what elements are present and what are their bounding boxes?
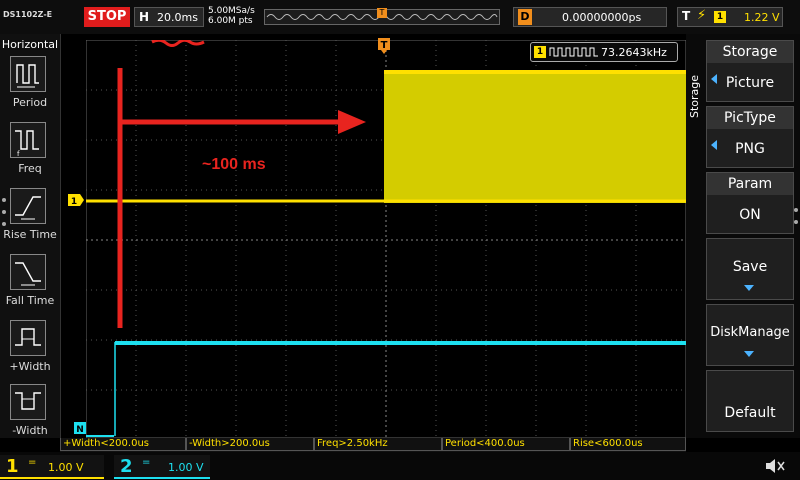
rise-time-icon: [10, 188, 46, 224]
delay-value: 0.00000000ps: [562, 11, 642, 24]
svg-text:T: T: [381, 40, 388, 51]
down-arrow-icon: [744, 285, 754, 291]
svg-text:f: f: [17, 150, 20, 157]
left-panel-dot: [2, 210, 6, 214]
measurement-pos-width[interactable]: +Width<200.0us: [60, 438, 186, 451]
rising-edge-icon: ⚡: [697, 8, 707, 23]
horizontal-letter: H: [139, 10, 150, 24]
right-panel-dot: [794, 220, 798, 224]
svg-text:Storage: Storage: [688, 75, 701, 118]
ch2-scale: 1.00 V: [168, 461, 204, 474]
dc-coupling-icon: =: [28, 457, 37, 468]
top-status-bar: DS1102Z-E STOP H 20.0ms 5.00MSa/s 6.00M …: [0, 0, 800, 34]
menu-default-title: Default: [724, 405, 776, 421]
menu-item-label: Fall Time: [5, 294, 55, 307]
left-arrow-icon: [711, 74, 717, 84]
menu-diskmanage[interactable]: DiskManage: [706, 304, 794, 366]
ch2-status[interactable]: 2 = 1.00 V: [114, 455, 210, 479]
menu-save-title: Save: [732, 259, 768, 275]
period-icon: [10, 56, 46, 92]
freq-icon: f: [10, 122, 46, 158]
fall-time-icon: [10, 254, 46, 290]
delay-letter: D: [518, 9, 532, 25]
menu-param[interactable]: Param ON: [706, 172, 794, 234]
menu-pictype-title: PicType: [707, 107, 793, 129]
trigger-source: 1: [714, 11, 726, 23]
menu-diskmanage-title: DiskManage: [710, 325, 790, 340]
menu-item-label: -Width: [12, 424, 48, 437]
menu-item-label: Period: [12, 96, 48, 109]
model-label: DS1102Z-E: [3, 10, 53, 19]
svg-text:N: N: [76, 425, 84, 435]
memory-depth: 6.00M pts: [208, 16, 253, 26]
menu-item-period[interactable]: Period: [0, 56, 60, 120]
sample-rate: 5.00MSa/s: [208, 6, 255, 16]
annotation-arrow-head: [338, 110, 366, 134]
neg-width-icon: [10, 384, 46, 420]
left-arrow-icon: [711, 140, 717, 150]
menu-item-freq[interactable]: f Freq: [0, 122, 60, 186]
menu-item-fall-time[interactable]: Fall Time: [0, 254, 60, 318]
waveform-overview: T: [264, 8, 500, 25]
ch2-offset-marker[interactable]: N: [74, 422, 86, 438]
menu-pictype-value: PNG: [735, 141, 765, 157]
measurement-period[interactable]: Period<400.0us: [442, 438, 570, 451]
delay-box[interactable]: D 0.00000000ps: [513, 7, 667, 27]
overview-trigger-marker: T: [377, 8, 387, 18]
down-arrow-icon: [744, 351, 754, 357]
trigger-position-marker[interactable]: T: [378, 38, 390, 54]
svg-text:1: 1: [71, 197, 77, 206]
ch1-status[interactable]: 1 = 1.00 V: [0, 455, 104, 479]
measurement-bar: +Width<200.0us -Width>200.0us Freq>2.50k…: [60, 438, 686, 452]
menu-save[interactable]: Save: [706, 238, 794, 300]
pos-width-icon: [10, 320, 46, 356]
ch1-offset-marker[interactable]: 1: [68, 194, 84, 206]
frequency-value: 73.2643kHz: [601, 46, 667, 59]
menu-default[interactable]: Default: [706, 370, 794, 432]
trigger-letter: T: [682, 9, 691, 23]
frequency-readout: 1 73.2643kHz: [530, 42, 678, 62]
trigger-level-value: 1.22 V: [744, 11, 780, 24]
menu-storage[interactable]: Storage Picture: [706, 40, 794, 102]
menu-item-neg-width[interactable]: -Width: [0, 384, 60, 448]
annotation-squiggle: [151, 40, 205, 47]
menu-param-value: ON: [739, 207, 761, 223]
menu-item-label: Rise Time: [3, 228, 57, 241]
freq-channel-badge: 1: [534, 46, 546, 58]
menu-item-label: +Width: [9, 360, 51, 373]
ch1-trace-burst: [384, 70, 686, 203]
dc-coupling-icon: =: [142, 457, 151, 468]
speaker-muted-icon[interactable]: [764, 456, 786, 476]
ch2-number: 2: [120, 456, 133, 477]
ch1-scale: 1.00 V: [48, 461, 84, 474]
square-wave-icon: [549, 47, 598, 57]
trigger-box[interactable]: T ⚡ 1 1.22 V: [677, 7, 783, 27]
measurement-neg-width[interactable]: -Width>200.0us: [186, 438, 314, 451]
run-stop-indicator[interactable]: STOP: [84, 7, 130, 27]
left-menu-title: Horizontal: [1, 38, 59, 51]
right-panel-dot: [794, 208, 798, 212]
menu-pictype[interactable]: PicType PNG: [706, 106, 794, 168]
waveform-display[interactable]: [86, 40, 686, 438]
channel-status-bar: 1 = 1.00 V 2 = 1.00 V: [0, 452, 800, 480]
storage-side-label: Storage: [688, 75, 701, 118]
horizontal-scale-box[interactable]: H 20.0ms: [134, 7, 204, 27]
left-menu-panel: Horizontal Period f Freq Rise Time Fall …: [0, 34, 61, 438]
left-panel-dot: [2, 198, 6, 202]
menu-param-title: Param: [707, 173, 793, 195]
left-panel-dot: [2, 222, 6, 226]
menu-item-label: Freq: [18, 162, 42, 175]
annotation-text: ~100 ms: [202, 156, 266, 173]
menu-item-pos-width[interactable]: +Width: [0, 320, 60, 384]
menu-storage-value: Picture: [725, 75, 775, 91]
menu-item-rise-time[interactable]: Rise Time: [0, 188, 60, 252]
ch1-number: 1: [6, 456, 19, 477]
horizontal-scale-value: 20.0ms: [157, 11, 198, 24]
menu-storage-title: Storage: [707, 41, 793, 63]
measurement-freq[interactable]: Freq>2.50kHz: [314, 438, 442, 451]
measurement-rise[interactable]: Rise<600.0us: [570, 438, 686, 451]
